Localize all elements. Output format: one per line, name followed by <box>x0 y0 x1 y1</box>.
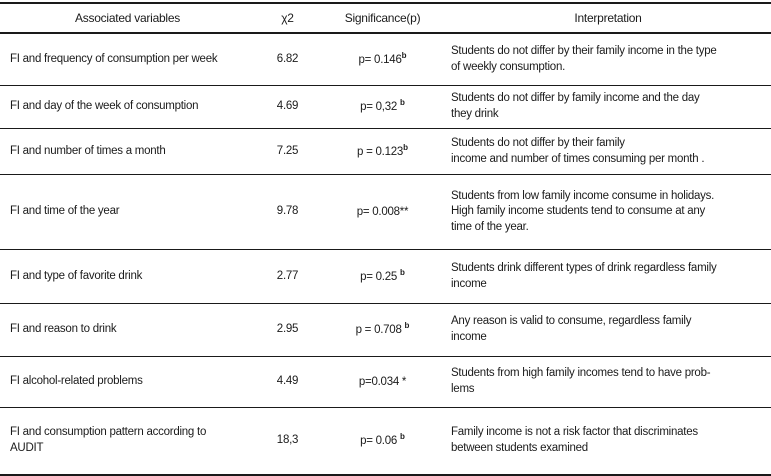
interpretation-cell: Students drink different types of drink … <box>445 249 771 304</box>
significance-cell: p= 0.06 b <box>320 408 445 476</box>
significance-cell: p= 0,32 b <box>320 85 445 129</box>
chi2-cell: 18,3 <box>276 434 299 447</box>
interpretation-cell: Students from low family income consume … <box>445 174 771 250</box>
variable-cell: FI and type of favorite drink <box>0 249 255 304</box>
table-row: FI and reason to drink 2.95 p = 0.708 b … <box>0 303 771 357</box>
interpretation-cell: Students do not differ by their family i… <box>445 128 771 175</box>
header-interpretation: Interpretation <box>445 3 771 34</box>
header-significance: Significance(p) <box>320 3 445 34</box>
header-chi-square: χ2 <box>255 3 320 34</box>
variable-cell: FI and frequency of consumption per week <box>0 33 255 86</box>
table-row: FI alcohol-related problems 4.49 p=0.034… <box>0 356 771 408</box>
significance-superscript: b <box>400 432 405 442</box>
table-body: FI and frequency of consumption per week… <box>0 33 771 475</box>
significance-cell: p = 0.708 b <box>320 303 445 357</box>
chi2-cell: 4.69 <box>255 85 320 129</box>
interpretation-cell: Students do not differ by family income … <box>445 85 771 129</box>
significance-superscript: b <box>403 142 408 152</box>
header-row: Associated variables χ2 Significance(p) … <box>0 3 771 34</box>
interpretation-cell: Any reason is valid to consume, regardle… <box>445 303 771 357</box>
header-associated-variables: Associated variables <box>0 3 255 34</box>
significance-value: p= 0.008** <box>356 206 409 219</box>
significance-cell: p = 0.123b <box>320 128 445 175</box>
table-row: FI and consumption pattern according to … <box>0 408 771 476</box>
significance-value: p = 0.708 <box>355 324 405 337</box>
significance-cell: p= 0.146b <box>320 33 445 86</box>
table-row: FI and type of favorite drink 2.77 p= 0.… <box>0 249 771 304</box>
variable-cell: FI alcohol-related problems <box>0 356 255 408</box>
significance-value: p=0.034 * <box>358 376 407 389</box>
variable-cell: FI and time of the year <box>0 174 255 250</box>
significance-value: p= 0.06 <box>360 435 400 448</box>
chi2-cell: 9.78 <box>255 174 320 250</box>
significance-superscript: b <box>400 267 405 277</box>
variable-cell: FI and consumption pattern according to … <box>10 426 207 454</box>
significance-superscript: b <box>401 50 407 60</box>
chi2-cell: 2.95 <box>255 303 320 357</box>
interpretation-cell: Students from high family incomes tend t… <box>445 356 771 408</box>
table-row: FI and number of times a month 7.25 p = … <box>0 128 771 175</box>
table-header: Associated variables χ2 Significance(p) … <box>0 3 771 34</box>
significance-value: p= 0.146 <box>358 53 402 66</box>
significance-cell: p= 0.008** <box>320 174 445 250</box>
significance-cell: p=0.034 * <box>320 356 445 408</box>
chi2-cell: 6.82 <box>255 33 320 86</box>
chi2-cell: 4.49 <box>255 356 320 408</box>
variable-cell: FI and day of the week of consumption <box>0 85 255 129</box>
significance-value: p= 0.25 <box>360 270 400 283</box>
chi2-cell: 7.25 <box>255 128 320 175</box>
significance-cell: p= 0.25 b <box>320 249 445 304</box>
significance-value: p = 0.123 <box>357 145 404 158</box>
table-row: FI and frequency of consumption per week… <box>0 33 771 86</box>
significance-superscript: b <box>404 321 410 331</box>
table-row: FI and day of the week of consumption 4.… <box>0 85 771 129</box>
significance-value: p= 0,32 <box>360 101 400 114</box>
significance-superscript: b <box>400 98 405 108</box>
variable-cell: FI and reason to drink <box>0 303 255 357</box>
interpretation-cell: Students do not differ by their family i… <box>445 33 771 86</box>
interpretation-cell: Family income is not a risk factor that … <box>451 426 698 454</box>
table-row: FI and time of the year 9.78 p= 0.008** … <box>0 174 771 250</box>
chi2-cell: 2.77 <box>255 249 320 304</box>
variable-cell: FI and number of times a month <box>0 128 255 175</box>
